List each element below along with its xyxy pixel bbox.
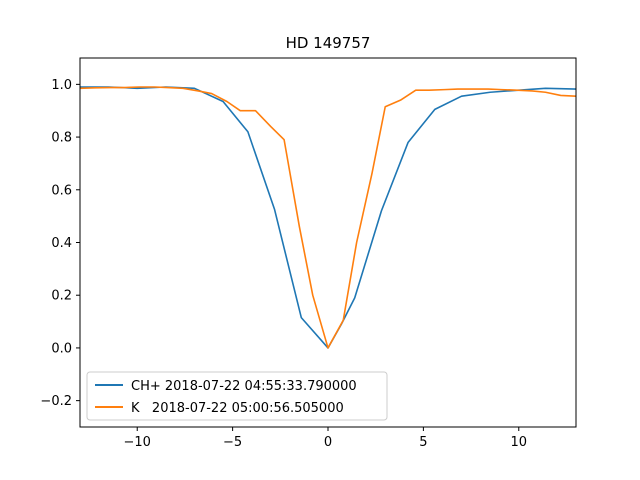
x-tick-label: −10	[124, 435, 151, 450]
x-tick-label: −5	[223, 435, 242, 450]
x-tick-label: 0	[324, 435, 332, 450]
chart-title: HD 149757	[286, 34, 371, 52]
legend-label-k: K 2018-07-22 05:00:56.505000	[131, 401, 344, 416]
y-tick-label: 0.2	[51, 289, 72, 304]
x-tick-label: 5	[419, 435, 427, 450]
plot-area: −10 −5 0 5 10 −0.2 0.0 0.2 0.4 0.6 0.8 1.0	[40, 57, 577, 450]
y-tick-label: 0.0	[51, 341, 72, 356]
series-line-1	[80, 86, 576, 349]
y-tick-label: 0.4	[51, 236, 72, 251]
y-tick-label: 1.0	[51, 78, 72, 93]
legend: CH+ 2018-07-22 04:55:33.790000 K 2018-07…	[86, 371, 388, 421]
y-tick-label: 0.8	[51, 131, 72, 146]
x-tick-label: 10	[510, 435, 527, 450]
y-tick-label: 0.6	[51, 183, 72, 198]
series-line-0	[80, 86, 576, 349]
y-tick-label: −0.2	[40, 394, 72, 409]
legend-label-ch-plus: CH+ 2018-07-22 04:55:33.790000	[131, 379, 357, 394]
legend-frame	[86, 371, 388, 421]
